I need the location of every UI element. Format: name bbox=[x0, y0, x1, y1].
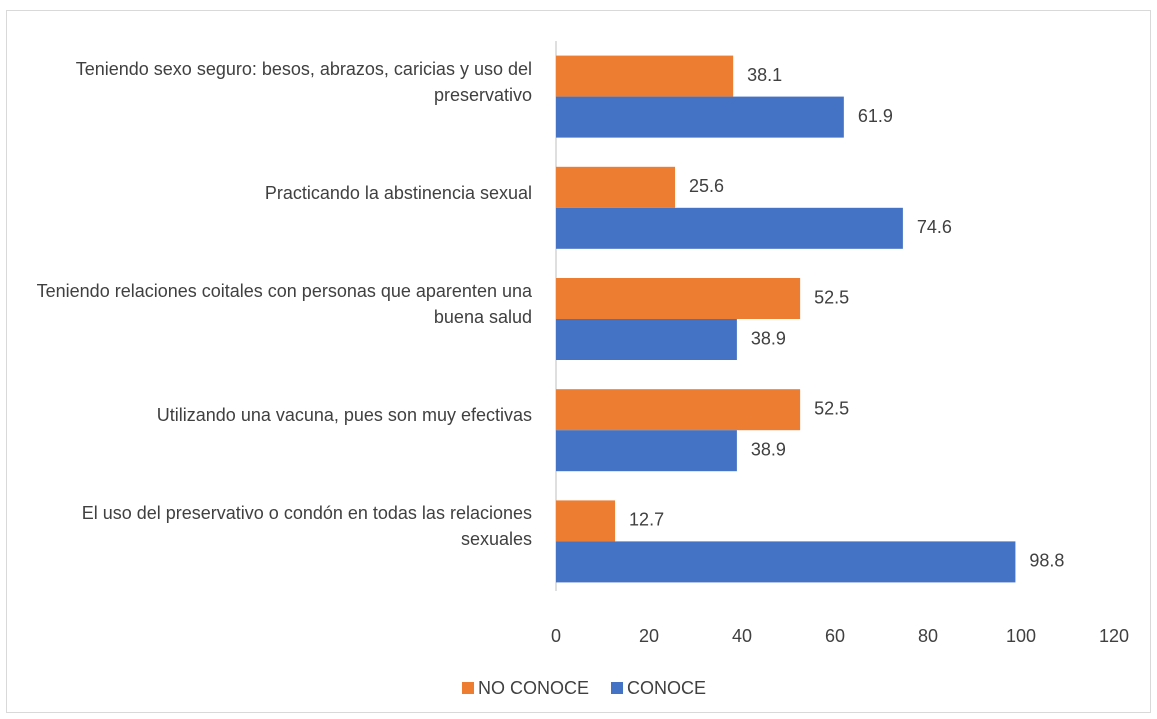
y-tick-label: Teniendo sexo seguro: besos, abrazos, ca… bbox=[75, 58, 532, 105]
bar bbox=[556, 55, 734, 97]
value-label: 25.6 bbox=[689, 176, 724, 196]
bar bbox=[556, 500, 616, 542]
chart-border bbox=[6, 10, 1151, 713]
value-label: 38.9 bbox=[751, 439, 786, 459]
x-tick-label: 20 bbox=[639, 626, 659, 646]
bar bbox=[556, 389, 801, 431]
x-tick-label: 40 bbox=[732, 626, 752, 646]
y-tick-label: El uso del preservativo o condón en toda… bbox=[81, 503, 532, 550]
value-label: 61.9 bbox=[858, 106, 893, 126]
x-tick-label: 0 bbox=[551, 626, 561, 646]
bar bbox=[556, 541, 1016, 583]
value-label: 38.1 bbox=[747, 65, 782, 85]
value-label: 52.5 bbox=[814, 398, 849, 418]
bar bbox=[556, 207, 903, 249]
value-label: 52.5 bbox=[814, 287, 849, 307]
x-tick-label: 60 bbox=[825, 626, 845, 646]
bar bbox=[556, 96, 844, 138]
value-label: 74.6 bbox=[917, 217, 952, 237]
value-label: 98.8 bbox=[1029, 551, 1064, 571]
y-tick-label: Practicando la abstinencia sexual bbox=[264, 182, 532, 203]
bar bbox=[556, 430, 737, 472]
legend-label: NO CONOCE bbox=[478, 678, 589, 698]
legend-label: CONOCE bbox=[627, 678, 706, 698]
bar bbox=[556, 166, 676, 208]
value-label: 12.7 bbox=[629, 510, 664, 530]
y-tick-label: Teniendo relaciones coitales con persona… bbox=[36, 281, 532, 327]
value-label: 38.9 bbox=[751, 328, 786, 348]
legend-swatch bbox=[462, 682, 474, 694]
x-tick-label: 80 bbox=[918, 626, 938, 646]
legend-swatch bbox=[611, 682, 624, 694]
y-tick-label: Utilizando una vacuna, pues son muy efec… bbox=[156, 405, 532, 426]
bar bbox=[556, 319, 737, 360]
bar bbox=[556, 278, 801, 319]
x-tick-label: 100 bbox=[1006, 626, 1036, 646]
x-tick-label: 120 bbox=[1099, 626, 1129, 646]
